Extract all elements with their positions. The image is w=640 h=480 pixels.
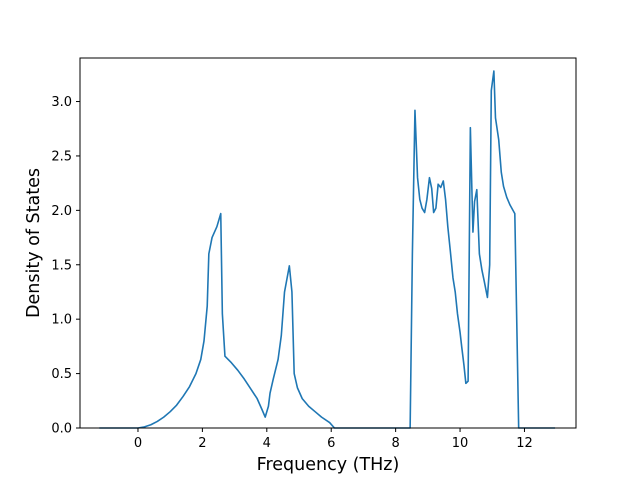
x-tick-label: 4 <box>263 436 271 451</box>
y-tick-label: 1.0 <box>51 313 72 328</box>
y-axis-label: Density of States <box>24 168 44 318</box>
dos-series-line-0 <box>99 70 556 429</box>
series-layer <box>99 70 556 429</box>
plot-frame <box>79 57 577 429</box>
y-tick-label: 1.5 <box>51 258 72 273</box>
y-tick-label: 3.0 <box>51 95 72 110</box>
x-tick-label: 10 <box>452 436 469 451</box>
x-axis-label: Frequency (THz) <box>257 455 400 475</box>
plot-area <box>80 58 576 428</box>
y-axis-ticks: 0.0 0.5 1.0 1.5 2.0 2.5 3.0 <box>51 95 80 437</box>
y-tick-label: 0.0 <box>51 422 72 437</box>
y-tick-label: 2.5 <box>51 149 72 164</box>
x-tick-label: 0 <box>134 436 142 451</box>
y-tick-label: 2.0 <box>51 204 72 219</box>
x-tick-label: 8 <box>391 436 399 451</box>
y-tick-label: 0.5 <box>51 367 72 382</box>
x-tick-label: 12 <box>516 436 533 451</box>
x-tick-label: 6 <box>327 436 335 451</box>
x-tick-label: 2 <box>198 436 206 451</box>
x-axis-ticks: 0 2 4 6 8 10 12 <box>134 428 533 451</box>
